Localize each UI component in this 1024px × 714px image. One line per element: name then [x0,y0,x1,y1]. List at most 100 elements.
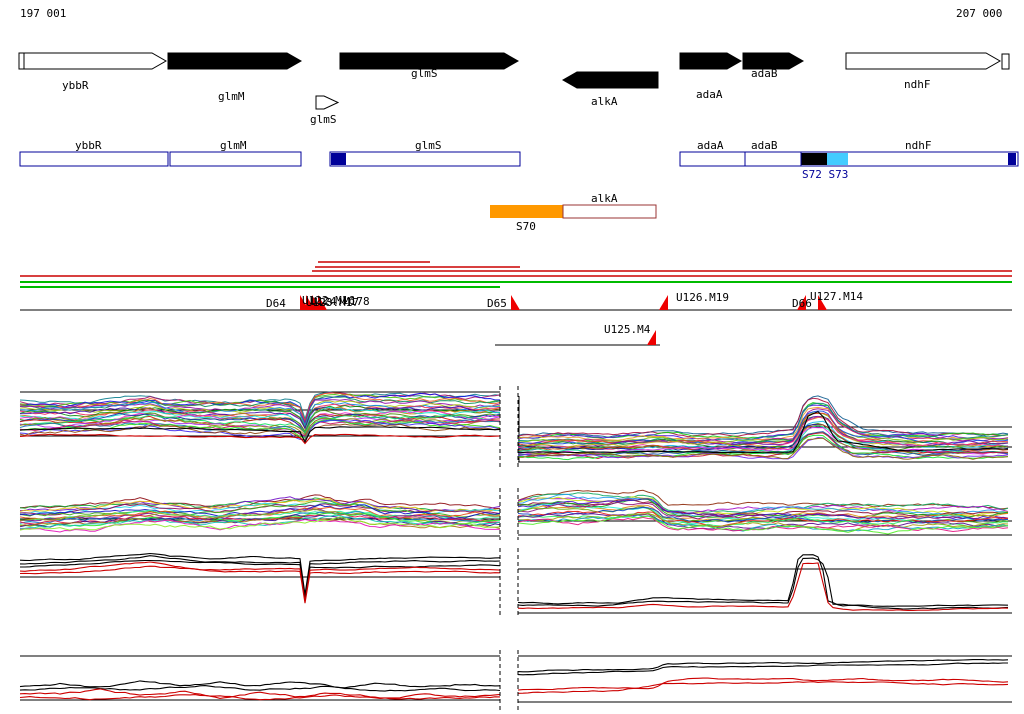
signal-line [19,552,501,595]
signal-line [517,662,1008,676]
gene-arrow-glmM[interactable] [167,52,303,70]
site-flag[interactable] [647,330,656,345]
gene-label-adaB: adaB [751,67,778,80]
signal-series [19,508,501,524]
gene-box-ybbR[interactable] [19,151,169,167]
site-label: U122.M16 [302,294,355,307]
site-flag[interactable] [511,295,520,310]
box-segment[interactable] [1008,153,1016,165]
signal-series [19,398,501,424]
site-s70-label: S70 [516,220,536,233]
site-label: U127.M14 [810,290,863,303]
site-label: U124.M178 [310,295,370,308]
site-label: U125.M4 [604,323,651,336]
signal-series [518,437,1009,460]
signal-series [517,496,1009,518]
box-label: glmS [415,139,442,152]
region-start-coordinate: 197 001 [20,7,67,20]
signal-line [19,688,501,699]
gene-box-glmM[interactable] [169,151,302,167]
signal-series [517,397,1009,438]
signal-line [19,561,501,602]
sites-label-s72-s73: S72 S73 [802,168,848,181]
signal-series [19,406,501,434]
gene-arrow-ybbR[interactable] [21,52,168,70]
signal-line [19,565,501,604]
site-s70-segment[interactable] [490,205,563,218]
gene-label-glmS-leader: glmS [310,113,337,126]
signal-series [517,510,1009,528]
region-end-coordinate: 207 000 [956,7,1003,20]
gene-arrow-adaB[interactable] [742,52,805,70]
gene-arrow-glmS-leader[interactable] [315,95,340,110]
gene-label-glmM: glmM [218,90,245,103]
gene-label-ndhF: ndhF [904,78,931,91]
signal-series [517,415,1009,448]
signal-series [517,512,1009,530]
signal-series [517,395,1009,438]
box-label: glmM [220,139,247,152]
alkA-feature-box[interactable] [562,204,657,219]
gene-arrow-alkA[interactable] [561,71,659,89]
edge-tick [18,52,25,70]
signal-line [517,677,1009,691]
box-segment[interactable] [801,153,827,165]
gap-mask [500,548,518,616]
site-flag[interactable] [659,295,668,310]
signal-series [19,494,501,510]
signal-line [19,555,501,598]
signal-series [19,498,500,513]
site-label: D66 [792,297,812,310]
box-label: adaB [751,139,778,152]
signal-series [517,406,1009,441]
signal-line [19,680,501,689]
signal-line [20,559,501,600]
gene-label-glmS: glmS [411,67,438,80]
signal-line [517,562,1009,612]
gene-label-ybbR: ybbR [62,79,89,92]
signal-series [19,423,501,442]
signal-series [19,518,501,533]
gene-box-ada-ndhF-cluster[interactable] [679,151,1019,167]
signal-series [19,406,501,433]
signal-line [19,694,501,701]
signal-series [19,391,501,421]
gap-mask [500,386,518,468]
box-label: ybbR [75,139,102,152]
signal-series [19,405,501,430]
box-segment[interactable] [331,153,346,165]
site-flag[interactable] [818,295,827,310]
gene-arrow-adaA[interactable] [679,52,743,70]
signal-series [517,422,1009,451]
signal-line [517,410,1009,454]
signal-line [517,554,1009,607]
site-label: D65 [487,297,507,310]
signal-series [19,412,501,435]
signal-series [19,392,501,423]
signal-series [517,408,1009,444]
gene-box-glmS[interactable] [329,151,521,167]
site-label: D64 [266,297,286,310]
signal-series [517,501,1009,521]
gene-arrow-ndhF[interactable] [845,52,1002,70]
box-label: adaA [697,139,724,152]
box-label: ndhF [905,139,932,152]
signal-line [19,433,501,445]
gene-arrow-glmS[interactable] [339,52,520,70]
alkA-feature-label: alkA [591,192,618,205]
signal-series [517,412,1009,447]
box-segment[interactable] [827,153,848,165]
signal-line [517,557,1009,610]
site-flag[interactable] [318,295,327,310]
signal-series [19,516,501,531]
signal-series [19,504,501,519]
gap-mask [500,650,518,712]
signal-line [19,426,501,444]
site-flag[interactable] [797,295,806,310]
signal-series [19,392,500,424]
gene-label-adaA: adaA [696,88,723,101]
signal-series [517,436,1009,460]
signal-series [19,508,501,522]
